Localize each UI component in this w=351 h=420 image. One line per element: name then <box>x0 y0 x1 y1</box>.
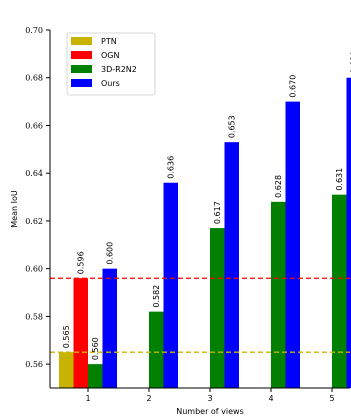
bar-3d-r2n2-2 <box>149 311 164 388</box>
bar-3d-r2n2-5 <box>332 194 347 388</box>
y-tick-label: 0.64 <box>25 169 43 178</box>
x-tick-label: 3 <box>207 394 212 403</box>
reference-lines-layer <box>50 277 350 353</box>
bar-3d-r2n2-3 <box>210 228 225 388</box>
bar-value-label: 0.631 <box>335 168 344 191</box>
bar-value-label: 0.582 <box>152 285 161 308</box>
bar-ours-3 <box>224 142 239 388</box>
legend: PTN OGN 3D-R2N2 Ours <box>66 32 156 96</box>
y-tick-label: 0.70 <box>25 26 43 35</box>
axes-layer <box>49 30 350 389</box>
bar-ptn-1 <box>59 352 74 388</box>
y-ticks-layer: 0.56 0.58 0.60 0.62 0.64 0.66 0.68 0.70 <box>25 26 50 369</box>
bar-value-label: 0.600 <box>106 242 115 265</box>
x-tick-label: 1 <box>85 394 90 403</box>
bar-ours-1 <box>102 268 117 388</box>
y-tick-label: 0.62 <box>25 217 43 226</box>
legend-label: OGN <box>101 51 119 60</box>
bar-value-label: 0.617 <box>213 201 222 224</box>
legend-swatch <box>71 37 92 45</box>
bar-labels-layer: 0.565 0.596 0.560 0.600 0.582 0.636 0.617 0.653… <box>62 51 351 360</box>
x-tick-label: 4 <box>268 394 273 403</box>
y-tick-label: 0.56 <box>25 360 43 369</box>
legend-swatch <box>71 65 92 73</box>
bar-value-label: 0.680 <box>350 51 351 74</box>
x-axis-title: Number of views <box>176 407 244 416</box>
x-ticks-layer: 1 2 3 4 5 <box>85 388 335 403</box>
bar-value-label: 0.565 <box>62 325 71 348</box>
x-tick-label: 5 <box>329 394 334 403</box>
legend-label: Ours <box>101 79 120 88</box>
bar-value-label: 0.636 <box>167 156 176 179</box>
bar-3d-r2n2-1 <box>88 364 103 388</box>
y-tick-label: 0.58 <box>25 312 43 321</box>
y-tick-label: 0.68 <box>25 74 43 83</box>
bar-value-label: 0.653 <box>228 115 237 138</box>
bar-ours-4 <box>285 101 300 388</box>
bar-ours-5 <box>346 77 351 388</box>
legend-swatch <box>71 51 92 59</box>
legend-label: 3D-R2N2 <box>101 65 137 74</box>
bar-value-label: 0.560 <box>91 337 100 360</box>
bars-layer <box>59 77 351 388</box>
bar-ogn-1 <box>73 278 88 388</box>
y-tick-label: 0.66 <box>25 121 43 130</box>
legend-swatch <box>71 79 92 87</box>
legend-label: PTN <box>101 37 117 46</box>
bar-value-label: 0.670 <box>289 75 298 98</box>
x-tick-label: 2 <box>146 394 151 403</box>
bar-value-label: 0.628 <box>274 175 283 198</box>
bar-value-label: 0.596 <box>77 251 86 274</box>
y-tick-label: 0.60 <box>25 265 43 274</box>
y-axis-title: Mean IoU <box>10 190 19 228</box>
bar-3d-r2n2-4 <box>271 201 286 388</box>
bar-ours-2 <box>163 182 178 388</box>
